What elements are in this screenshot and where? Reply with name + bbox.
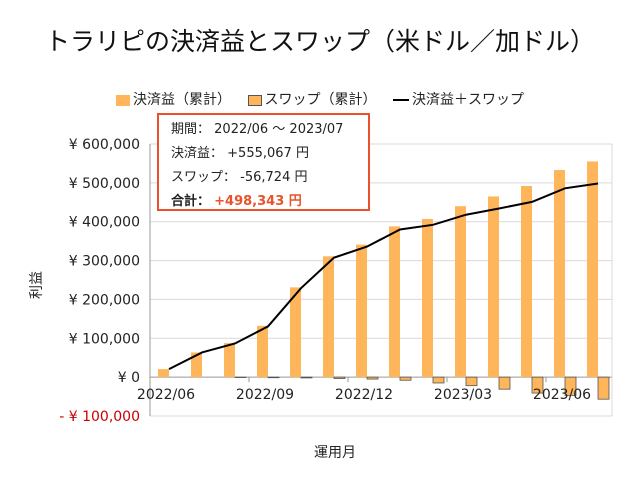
legend-item-total: 決済益＋スワップ xyxy=(392,89,524,109)
y-tick-label: ¥ 600,000 xyxy=(69,137,140,153)
y-tick-label: ¥ 400,000 xyxy=(69,215,140,231)
summary-box: 期間： 2022/06 ～ 2023/07 決済益： +555,067 円 スワ… xyxy=(157,113,370,211)
bar-profit xyxy=(521,185,532,378)
legend-label: スワップ（累計） xyxy=(264,92,377,108)
bar-profit xyxy=(455,206,466,378)
legend-item-profit: 決済益（累計） xyxy=(116,89,231,109)
legend-item-swap: スワップ（累計） xyxy=(247,89,377,109)
legend-swatch xyxy=(116,94,131,106)
legend-line xyxy=(392,99,409,101)
bar-profit xyxy=(554,170,565,378)
bar-swap xyxy=(399,376,412,381)
bar-profit xyxy=(191,352,202,378)
bar-swap xyxy=(498,376,511,390)
bar-swap xyxy=(465,376,478,387)
bar-profit xyxy=(257,325,268,378)
x-tick-label: 2022/09 xyxy=(236,387,294,403)
summary-profit: 決済益： +555,067 円 xyxy=(171,146,309,161)
summary-swap: スワップ： -56,724 円 xyxy=(171,170,308,185)
x-tick-label: 2022/06 xyxy=(137,387,195,403)
bar-profit xyxy=(587,161,598,378)
bar-profit xyxy=(422,218,433,378)
y-tick-label: ¥ 300,000 xyxy=(69,254,140,270)
bar-profit xyxy=(323,256,334,378)
bar-profit xyxy=(389,226,400,378)
bar-swap xyxy=(300,376,313,379)
x-tick-label: 2023/06 xyxy=(533,387,591,403)
x-tick-label: 2022/12 xyxy=(335,387,393,403)
x-tick-label: 2023/03 xyxy=(434,387,492,403)
bar-profit xyxy=(356,244,367,378)
bar-profit xyxy=(290,287,301,378)
y-tick-label: ¥ 0 xyxy=(118,370,140,386)
y-tick-label: ¥ 500,000 xyxy=(69,176,140,192)
bar-swap xyxy=(333,376,346,379)
bar-profit xyxy=(488,196,499,378)
y-tick-label: ¥ 200,000 xyxy=(69,292,140,308)
bar-swap xyxy=(531,376,544,394)
bar-swap xyxy=(432,376,445,384)
legend-swatch xyxy=(247,94,262,106)
bar-profit xyxy=(224,343,235,378)
legend-label: 決済益（累計） xyxy=(133,92,232,108)
bar-swap xyxy=(366,376,379,380)
y-axis-label: 利益 xyxy=(29,271,45,299)
legend: 決済益（累計） スワップ（累計） 決済益＋スワップ xyxy=(0,89,640,109)
legend-label: 決済益＋スワップ xyxy=(411,92,524,108)
line-total xyxy=(168,182,599,371)
y-tick-label: ¥ 100,000 xyxy=(69,331,140,347)
y-tick-label: - ¥ 100,000 xyxy=(59,409,140,425)
bar-swap xyxy=(267,376,280,379)
bar-swap xyxy=(564,376,577,396)
bar-swap xyxy=(597,376,610,400)
chart-title: トラリピの決済益とスワップ（米ドル／加ドル） xyxy=(44,27,595,56)
bar-profit xyxy=(158,369,169,378)
summary-total: 合計： +498,343 円 xyxy=(171,194,302,209)
summary-period: 期間： 2022/06 ～ 2023/07 xyxy=(171,122,344,137)
x-axis-label: 運用月 xyxy=(314,445,356,461)
